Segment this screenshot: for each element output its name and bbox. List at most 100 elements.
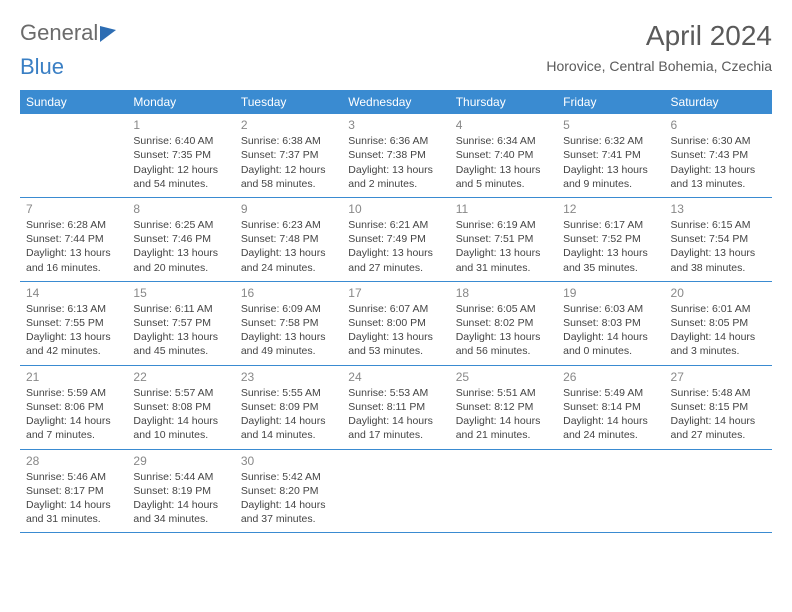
sunset-text: Sunset: 8:03 PM	[563, 316, 658, 330]
day-number: 21	[26, 369, 121, 385]
sunrise-text: Sunrise: 6:09 AM	[241, 302, 336, 316]
sunrise-text: Sunrise: 6:23 AM	[241, 218, 336, 232]
sunrise-text: Sunrise: 6:40 AM	[133, 134, 228, 148]
week-row: 14Sunrise: 6:13 AMSunset: 7:55 PMDayligh…	[20, 282, 772, 366]
day-number: 4	[456, 117, 551, 133]
sunset-text: Sunset: 8:15 PM	[671, 400, 766, 414]
daylight-text: Daylight: 13 hours and 31 minutes.	[456, 246, 551, 274]
sunrise-text: Sunrise: 5:57 AM	[133, 386, 228, 400]
day-cell: 19Sunrise: 6:03 AMSunset: 8:03 PMDayligh…	[557, 282, 664, 365]
sunset-text: Sunset: 8:20 PM	[241, 484, 336, 498]
day-cell: 18Sunrise: 6:05 AMSunset: 8:02 PMDayligh…	[450, 282, 557, 365]
day-cell: 4Sunrise: 6:34 AMSunset: 7:40 PMDaylight…	[450, 114, 557, 197]
sunrise-text: Sunrise: 6:11 AM	[133, 302, 228, 316]
sunrise-text: Sunrise: 6:19 AM	[456, 218, 551, 232]
day-cell	[342, 450, 449, 533]
day-cell: 2Sunrise: 6:38 AMSunset: 7:37 PMDaylight…	[235, 114, 342, 197]
daylight-text: Daylight: 13 hours and 20 minutes.	[133, 246, 228, 274]
daylight-text: Daylight: 13 hours and 5 minutes.	[456, 163, 551, 191]
day-number: 8	[133, 201, 228, 217]
week-row: 28Sunrise: 5:46 AMSunset: 8:17 PMDayligh…	[20, 450, 772, 534]
location-text: Horovice, Central Bohemia, Czechia	[546, 58, 772, 74]
day-cell: 24Sunrise: 5:53 AMSunset: 8:11 PMDayligh…	[342, 366, 449, 449]
day-number: 13	[671, 201, 766, 217]
day-number: 14	[26, 285, 121, 301]
month-title: April 2024	[546, 20, 772, 52]
daylight-text: Daylight: 14 hours and 24 minutes.	[563, 414, 658, 442]
day-cell: 6Sunrise: 6:30 AMSunset: 7:43 PMDaylight…	[665, 114, 772, 197]
day-cell	[665, 450, 772, 533]
daylight-text: Daylight: 13 hours and 38 minutes.	[671, 246, 766, 274]
day-cell: 17Sunrise: 6:07 AMSunset: 8:00 PMDayligh…	[342, 282, 449, 365]
day-number: 22	[133, 369, 228, 385]
day-number: 23	[241, 369, 336, 385]
sunrise-text: Sunrise: 6:25 AM	[133, 218, 228, 232]
sunset-text: Sunset: 8:19 PM	[133, 484, 228, 498]
daylight-text: Daylight: 14 hours and 10 minutes.	[133, 414, 228, 442]
day-number: 15	[133, 285, 228, 301]
sunset-text: Sunset: 8:00 PM	[348, 316, 443, 330]
sunrise-text: Sunrise: 6:01 AM	[671, 302, 766, 316]
sunrise-text: Sunrise: 6:34 AM	[456, 134, 551, 148]
sunset-text: Sunset: 7:55 PM	[26, 316, 121, 330]
daylight-text: Daylight: 13 hours and 49 minutes.	[241, 330, 336, 358]
day-number: 12	[563, 201, 658, 217]
day-cell: 27Sunrise: 5:48 AMSunset: 8:15 PMDayligh…	[665, 366, 772, 449]
daylight-text: Daylight: 14 hours and 14 minutes.	[241, 414, 336, 442]
sunset-text: Sunset: 7:52 PM	[563, 232, 658, 246]
sunrise-text: Sunrise: 6:07 AM	[348, 302, 443, 316]
sunrise-text: Sunrise: 5:55 AM	[241, 386, 336, 400]
sunrise-text: Sunrise: 6:15 AM	[671, 218, 766, 232]
sunset-text: Sunset: 8:11 PM	[348, 400, 443, 414]
day-number: 7	[26, 201, 121, 217]
daylight-text: Daylight: 14 hours and 17 minutes.	[348, 414, 443, 442]
day-cell: 7Sunrise: 6:28 AMSunset: 7:44 PMDaylight…	[20, 198, 127, 281]
week-row: 1Sunrise: 6:40 AMSunset: 7:35 PM Daylight…	[20, 114, 772, 198]
daylight-text: Daylight: 14 hours and 21 minutes.	[456, 414, 551, 442]
day-cell: 8Sunrise: 6:25 AMSunset: 7:46 PMDaylight…	[127, 198, 234, 281]
daylight-text: Daylight: 14 hours and 3 minutes.	[671, 330, 766, 358]
sunset-text: Sunset: 8:17 PM	[26, 484, 121, 498]
sunset-text: Sunset: 7:40 PM	[456, 148, 551, 162]
sunrise-text: Sunrise: 6:28 AM	[26, 218, 121, 232]
daylight-text: Daylight: 14 hours and 0 minutes.	[563, 330, 658, 358]
sunset-text: Sunset: 7:38 PM	[348, 148, 443, 162]
logo-text-general: General	[20, 20, 98, 46]
sunset-text: Sunset: 7:41 PM	[563, 148, 658, 162]
day-cell: 10Sunrise: 6:21 AMSunset: 7:49 PMDayligh…	[342, 198, 449, 281]
day-cell	[20, 114, 127, 197]
day-cell: 30Sunrise: 5:42 AMSunset: 8:20 PMDayligh…	[235, 450, 342, 533]
sunset-text: Sunset: 7:35 PM	[133, 148, 228, 162]
day-number: 1	[133, 117, 228, 133]
sunset-text: Sunset: 7:58 PM	[241, 316, 336, 330]
day-number: 3	[348, 117, 443, 133]
daylight-text: Daylight: 14 hours and 31 minutes.	[26, 498, 121, 526]
sunrise-text: Sunrise: 6:03 AM	[563, 302, 658, 316]
sunrise-text: Sunrise: 5:46 AM	[26, 470, 121, 484]
sunset-text: Sunset: 7:54 PM	[671, 232, 766, 246]
daylight-text: Daylight: 13 hours and 9 minutes.	[563, 163, 658, 191]
day-number: 25	[456, 369, 551, 385]
logo: General	[20, 20, 116, 46]
day-cell: 16Sunrise: 6:09 AMSunset: 7:58 PMDayligh…	[235, 282, 342, 365]
day-number: 11	[456, 201, 551, 217]
day-number: 16	[241, 285, 336, 301]
sunset-text: Sunset: 7:43 PM	[671, 148, 766, 162]
day-cell: 25Sunrise: 5:51 AMSunset: 8:12 PMDayligh…	[450, 366, 557, 449]
daylight-text: Daylight: 13 hours and 2 minutes.	[348, 163, 443, 191]
weekday-header: Monday	[127, 90, 234, 114]
weekday-header-row: Sunday Monday Tuesday Wednesday Thursday…	[20, 90, 772, 114]
sunrise-text: Sunrise: 5:44 AM	[133, 470, 228, 484]
title-block: April 2024 Horovice, Central Bohemia, Cz…	[546, 20, 772, 74]
day-cell: 22Sunrise: 5:57 AMSunset: 8:08 PMDayligh…	[127, 366, 234, 449]
day-cell: 20Sunrise: 6:01 AMSunset: 8:05 PMDayligh…	[665, 282, 772, 365]
sunset-text: Sunset: 8:08 PM	[133, 400, 228, 414]
daylight-text: Daylight: 13 hours and 24 minutes.	[241, 246, 336, 274]
sunset-text: Sunset: 7:51 PM	[456, 232, 551, 246]
day-cell: 11Sunrise: 6:19 AMSunset: 7:51 PMDayligh…	[450, 198, 557, 281]
daylight-text: Daylight: 14 hours and 7 minutes.	[26, 414, 121, 442]
day-number: 20	[671, 285, 766, 301]
sunrise-text: Sunrise: 5:48 AM	[671, 386, 766, 400]
week-row: 7Sunrise: 6:28 AMSunset: 7:44 PMDaylight…	[20, 198, 772, 282]
sunset-text: Sunset: 7:49 PM	[348, 232, 443, 246]
